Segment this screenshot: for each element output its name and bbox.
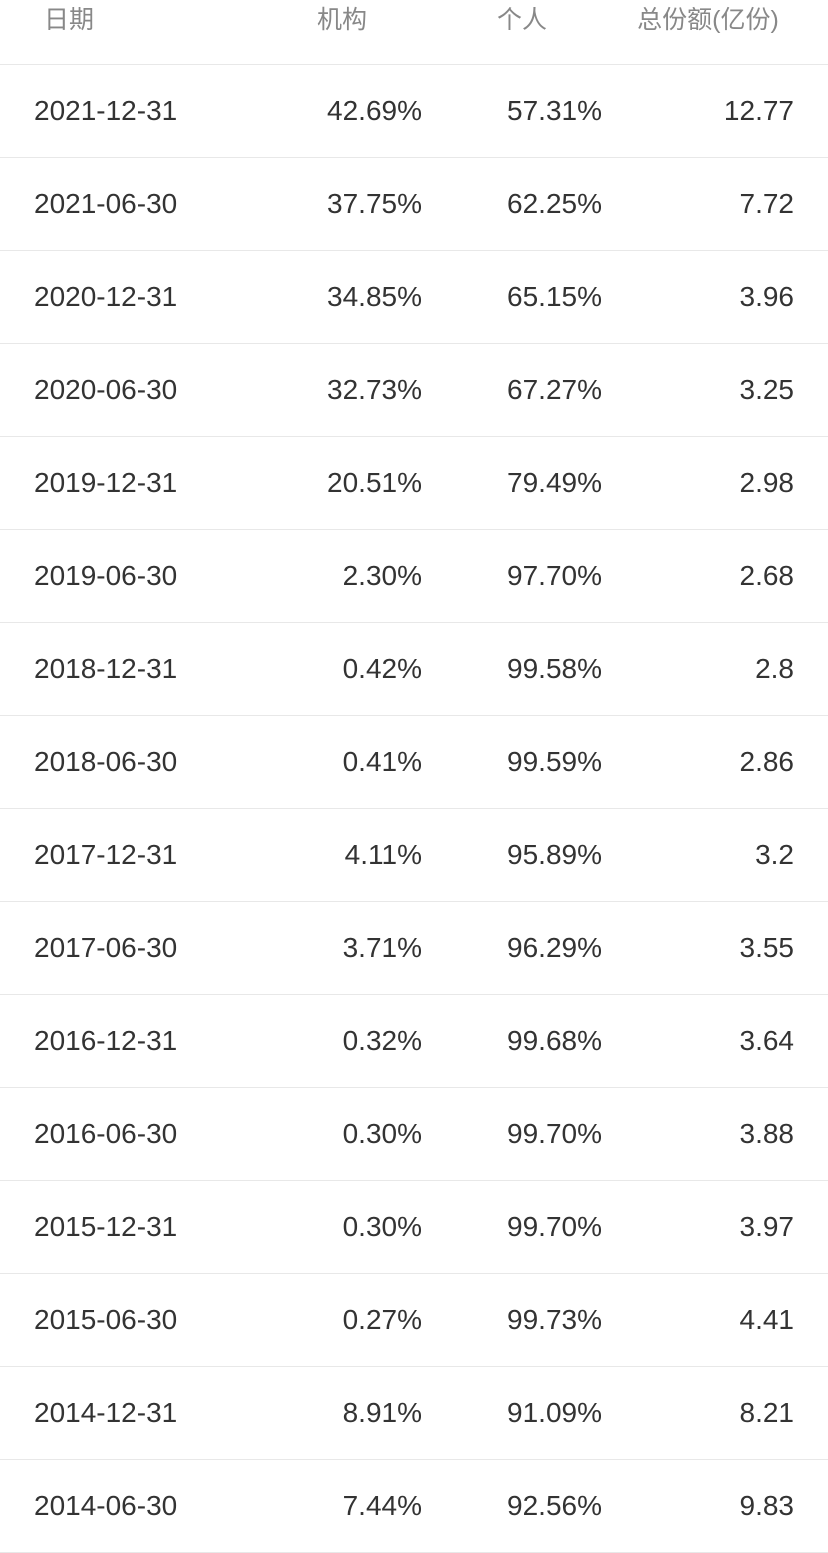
cell-total: 2.68 [622, 560, 794, 592]
cell-individual: 57.31% [442, 95, 622, 127]
cell-total: 3.25 [622, 374, 794, 406]
cell-date: 2021-06-30 [34, 188, 262, 220]
header-institution: 机构 [262, 0, 442, 36]
cell-individual: 91.09% [442, 1397, 622, 1429]
table-row[interactable]: 2019-12-3120.51%79.49%2.98 [0, 437, 828, 530]
cell-institution: 0.27% [262, 1304, 442, 1336]
cell-institution: 37.75% [262, 188, 442, 220]
cell-individual: 99.73% [442, 1304, 622, 1336]
cell-date: 2014-06-30 [34, 1490, 262, 1522]
cell-date: 2014-12-31 [34, 1397, 262, 1429]
cell-date: 2018-06-30 [34, 746, 262, 778]
cell-institution: 0.41% [262, 746, 442, 778]
cell-total: 3.2 [622, 839, 794, 871]
table-row[interactable]: 2017-12-314.11%95.89%3.2 [0, 809, 828, 902]
table-row[interactable]: 2015-12-310.30%99.70%3.97 [0, 1181, 828, 1274]
cell-date: 2015-06-30 [34, 1304, 262, 1336]
cell-individual: 95.89% [442, 839, 622, 871]
table-row[interactable]: 2020-06-3032.73%67.27%3.25 [0, 344, 828, 437]
table-row[interactable]: 2018-06-300.41%99.59%2.86 [0, 716, 828, 809]
table-body: 2021-12-3142.69%57.31%12.772021-06-3037.… [0, 65, 828, 1553]
cell-total: 3.64 [622, 1025, 794, 1057]
cell-institution: 4.11% [262, 839, 442, 871]
cell-individual: 96.29% [442, 932, 622, 964]
cell-total: 2.8 [622, 653, 794, 685]
cell-date: 2021-12-31 [34, 95, 262, 127]
table-header: 日期 机构 个人 总份额(亿份) [0, 0, 828, 65]
table-row[interactable]: 2017-06-303.71%96.29%3.55 [0, 902, 828, 995]
cell-date: 2019-06-30 [34, 560, 262, 592]
cell-individual: 99.58% [442, 653, 622, 685]
cell-date: 2017-06-30 [34, 932, 262, 964]
cell-total: 9.83 [622, 1490, 794, 1522]
table-row[interactable]: 2015-06-300.27%99.73%4.41 [0, 1274, 828, 1367]
cell-date: 2020-12-31 [34, 281, 262, 313]
table-row[interactable]: 2014-06-307.44%92.56%9.83 [0, 1460, 828, 1553]
cell-individual: 62.25% [442, 188, 622, 220]
table-row[interactable]: 2016-06-300.30%99.70%3.88 [0, 1088, 828, 1181]
cell-individual: 65.15% [442, 281, 622, 313]
cell-total: 12.77 [622, 95, 794, 127]
cell-institution: 7.44% [262, 1490, 442, 1522]
data-table: 日期 机构 个人 总份额(亿份) 2021-12-3142.69%57.31%1… [0, 0, 828, 1553]
cell-institution: 0.30% [262, 1211, 442, 1243]
cell-individual: 99.59% [442, 746, 622, 778]
cell-institution: 0.42% [262, 653, 442, 685]
cell-institution: 0.30% [262, 1118, 442, 1150]
table-row[interactable]: 2016-12-310.32%99.68%3.64 [0, 995, 828, 1088]
table-row[interactable]: 2020-12-3134.85%65.15%3.96 [0, 251, 828, 344]
table-row[interactable]: 2018-12-310.42%99.58%2.8 [0, 623, 828, 716]
cell-total: 3.88 [622, 1118, 794, 1150]
header-date: 日期 [34, 0, 262, 36]
cell-institution: 32.73% [262, 374, 442, 406]
cell-institution: 20.51% [262, 467, 442, 499]
cell-institution: 42.69% [262, 95, 442, 127]
cell-total: 7.72 [622, 188, 794, 220]
cell-date: 2016-12-31 [34, 1025, 262, 1057]
cell-individual: 79.49% [442, 467, 622, 499]
table-row[interactable]: 2021-06-3037.75%62.25%7.72 [0, 158, 828, 251]
cell-total: 3.97 [622, 1211, 794, 1243]
cell-individual: 99.70% [442, 1211, 622, 1243]
cell-total: 2.98 [622, 467, 794, 499]
cell-total: 2.86 [622, 746, 794, 778]
cell-institution: 2.30% [262, 560, 442, 592]
cell-individual: 97.70% [442, 560, 622, 592]
cell-date: 2016-06-30 [34, 1118, 262, 1150]
cell-date: 2018-12-31 [34, 653, 262, 685]
cell-individual: 99.70% [442, 1118, 622, 1150]
cell-individual: 92.56% [442, 1490, 622, 1522]
cell-total: 8.21 [622, 1397, 794, 1429]
cell-institution: 8.91% [262, 1397, 442, 1429]
table-row[interactable]: 2014-12-318.91%91.09%8.21 [0, 1367, 828, 1460]
cell-institution: 0.32% [262, 1025, 442, 1057]
cell-date: 2019-12-31 [34, 467, 262, 499]
cell-institution: 34.85% [262, 281, 442, 313]
cell-date: 2017-12-31 [34, 839, 262, 871]
table-row[interactable]: 2019-06-302.30%97.70%2.68 [0, 530, 828, 623]
cell-institution: 3.71% [262, 932, 442, 964]
cell-date: 2015-12-31 [34, 1211, 262, 1243]
table-row[interactable]: 2021-12-3142.69%57.31%12.77 [0, 65, 828, 158]
header-total: 总份额(亿份) [622, 0, 794, 36]
cell-individual: 99.68% [442, 1025, 622, 1057]
cell-individual: 67.27% [442, 374, 622, 406]
cell-total: 3.96 [622, 281, 794, 313]
cell-total: 3.55 [622, 932, 794, 964]
cell-date: 2020-06-30 [34, 374, 262, 406]
header-individual: 个人 [442, 0, 622, 36]
cell-total: 4.41 [622, 1304, 794, 1336]
